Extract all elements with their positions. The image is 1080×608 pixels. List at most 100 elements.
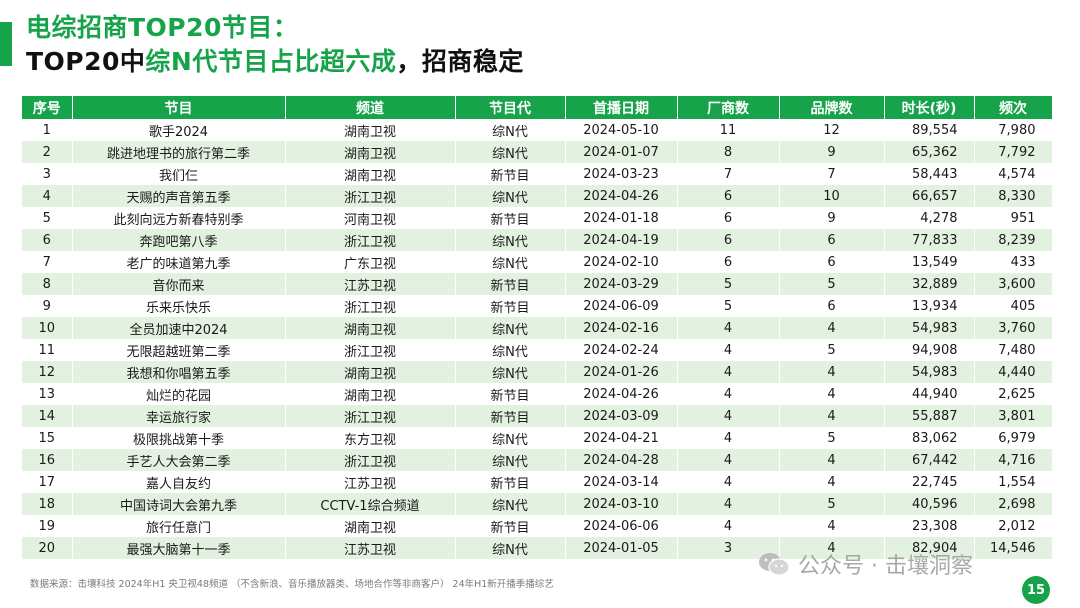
table-cell: 我想和你唱第五季	[72, 361, 286, 383]
column-header: 序号	[22, 96, 73, 119]
table-row: 7 老广的味道第九季 广东卫视 综N代 2024-02-10 6 6 13,549 433	[22, 251, 1053, 273]
table-cell: 2,012	[974, 515, 1053, 537]
table-cell: 94,908	[884, 339, 975, 361]
table-cell: 8,330	[974, 185, 1053, 207]
table-cell: 综N代	[455, 185, 566, 207]
table-cell: 4	[677, 449, 780, 471]
table-cell: 4	[779, 405, 885, 427]
table-cell: 江苏卫视	[285, 273, 456, 295]
table-cell: 此刻向远方新春特别季	[72, 207, 286, 229]
table-cell: 18	[22, 493, 73, 515]
table-cell: 9	[779, 207, 885, 229]
table-cell: 2	[22, 141, 73, 163]
table-row: 3 我们仨 湖南卫视 新节目 2024-03-23 7 7 58,443 4,574	[22, 163, 1053, 185]
table-cell: 10	[779, 185, 885, 207]
watermark-text: 公众号 · 击壤洞察	[798, 554, 973, 579]
table-cell: 89,554	[884, 119, 975, 141]
page-number: 15	[1022, 576, 1050, 604]
table-row: 12 我想和你唱第五季 湖南卫视 综N代 2024-01-26 4 4 54,983 4,440	[22, 361, 1053, 383]
table-cell: 综N代	[455, 427, 566, 449]
table-cell: 综N代	[455, 251, 566, 273]
table-cell: 55,887	[884, 405, 975, 427]
table-row: 15 极限挑战第十季 东方卫视 综N代 2024-04-21 4 5 83,062 6,979	[22, 427, 1053, 449]
table-cell: 新节目	[455, 207, 566, 229]
table-row: 8 音你而来 江苏卫视 新节目 2024-03-29 5 5 32,889 3,600	[22, 273, 1053, 295]
table-cell: 2024-03-29	[565, 273, 678, 295]
table-cell: 新节目	[455, 405, 566, 427]
table-cell: 4,278	[884, 207, 975, 229]
table-cell: 1	[22, 119, 73, 141]
table-cell: 2024-03-23	[565, 163, 678, 185]
table-cell: 11	[677, 119, 780, 141]
table-cell: 3	[22, 163, 73, 185]
table-cell: 湖南卫视	[285, 141, 456, 163]
table-cell: 5	[779, 427, 885, 449]
table-cell: 2024-02-10	[565, 251, 678, 273]
page-title-line2: TOP20中综N代节目占比超六成，招商稳定	[26, 42, 524, 78]
column-header: 节目代	[455, 96, 566, 119]
table-cell: CCTV-1综合频道	[285, 493, 456, 515]
table-cell: 天赐的声音第五季	[72, 185, 286, 207]
table-cell: 9	[22, 295, 73, 317]
table-cell: 3,600	[974, 273, 1053, 295]
program-table: 序号 节目 频道 节目代 首播日期 厂商数 品牌数 时长(秒) 频次 1 歌手2024 湖南卫视 综N…	[22, 96, 1053, 559]
table-cell: 2024-04-19	[565, 229, 678, 251]
table-cell: 4	[779, 515, 885, 537]
title-suffix: ，招商稳定	[396, 47, 524, 76]
table-cell: 6	[22, 229, 73, 251]
watermark: 公众号 · 击壤洞察	[758, 548, 973, 580]
table-cell: 浙江卫视	[285, 405, 456, 427]
table-row: 5 此刻向远方新春特别季 河南卫视 新节目 2024-01-18 6 9 4,278 951	[22, 207, 1053, 229]
table-cell: 2024-04-26	[565, 185, 678, 207]
table-cell: 66,657	[884, 185, 975, 207]
table-cell: 4	[677, 471, 780, 493]
table-cell: 新节目	[455, 471, 566, 493]
table-cell: 433	[974, 251, 1053, 273]
table-cell: 综N代	[455, 339, 566, 361]
table-cell: 8,239	[974, 229, 1053, 251]
column-header: 节目	[72, 96, 286, 119]
table-cell: 4,574	[974, 163, 1053, 185]
table-cell: 浙江卫视	[285, 229, 456, 251]
table-cell: 6	[677, 185, 780, 207]
table-cell: 3,801	[974, 405, 1053, 427]
table-cell: 54,983	[884, 361, 975, 383]
table-cell: 2024-03-14	[565, 471, 678, 493]
table-cell: 4	[779, 383, 885, 405]
table-cell: 2024-02-24	[565, 339, 678, 361]
table-cell: 奔跑吧第八季	[72, 229, 286, 251]
table-cell: 77,833	[884, 229, 975, 251]
table-cell: 江苏卫视	[285, 471, 456, 493]
table-cell: 5	[779, 339, 885, 361]
table-cell: 6	[779, 229, 885, 251]
table-cell: 2024-01-26	[565, 361, 678, 383]
table-cell: 2024-04-26	[565, 383, 678, 405]
table-cell: 6	[779, 295, 885, 317]
table-cell: 综N代	[455, 229, 566, 251]
table-cell: 全员加速中2024	[72, 317, 286, 339]
table-cell: 405	[974, 295, 1053, 317]
table-cell: 4	[22, 185, 73, 207]
table-cell: 2024-01-07	[565, 141, 678, 163]
table-cell: 15	[22, 427, 73, 449]
table-cell: 2024-04-21	[565, 427, 678, 449]
table-cell: 20	[22, 537, 73, 559]
table-cell: 44,940	[884, 383, 975, 405]
table-row: 6 奔跑吧第八季 浙江卫视 综N代 2024-04-19 6 6 77,833 8,239	[22, 229, 1053, 251]
table-cell: 2,698	[974, 493, 1053, 515]
table-cell: 新节目	[455, 163, 566, 185]
table-row: 14 幸运旅行家 浙江卫视 新节目 2024-03-09 4 4 55,887 3,801	[22, 405, 1053, 427]
table-cell: 13,934	[884, 295, 975, 317]
table-cell: 广东卫视	[285, 251, 456, 273]
wechat-icon	[759, 553, 790, 576]
table-cell: 2024-02-16	[565, 317, 678, 339]
table-cell: 我们仨	[72, 163, 286, 185]
title-accent-bar	[0, 22, 12, 66]
table-header-row: 序号 节目 频道 节目代 首播日期 厂商数 品牌数 时长(秒) 频次	[22, 96, 1053, 119]
table-cell: 14,546	[974, 537, 1053, 559]
table-cell: 最强大脑第十一季	[72, 537, 286, 559]
table-cell: 4	[677, 427, 780, 449]
column-header: 频次	[974, 96, 1053, 119]
table-cell: 9	[779, 141, 885, 163]
table-cell: 4	[677, 405, 780, 427]
